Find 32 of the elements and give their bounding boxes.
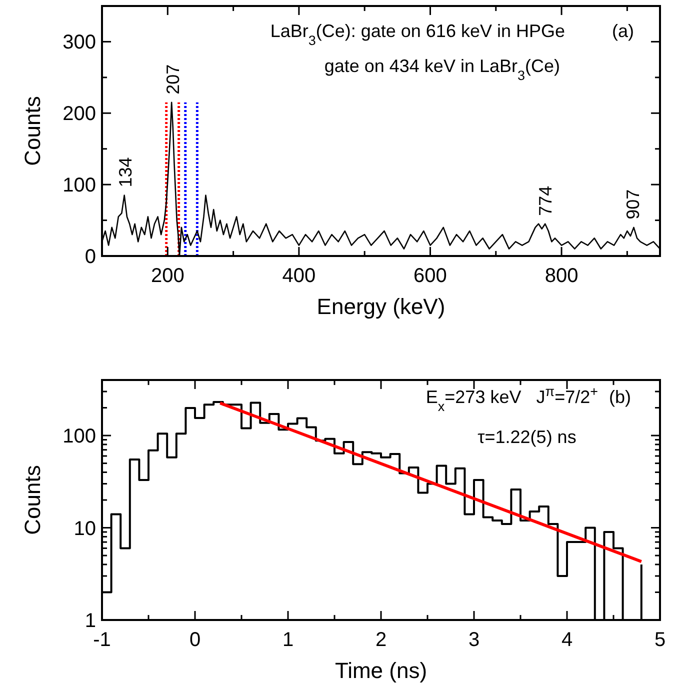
x-tick-label: 0	[189, 629, 201, 651]
y-tick-label: 10	[74, 518, 96, 540]
annotation: 207	[163, 64, 184, 94]
y-tick-label: 100	[62, 426, 96, 448]
y-tick-label: 200	[62, 103, 96, 126]
x-tick-label: 600	[414, 265, 447, 287]
x-tick-label: 3	[468, 629, 480, 651]
annotation: 134	[115, 157, 136, 188]
annotation: 774	[535, 186, 556, 216]
x-tick-label: 2	[375, 629, 387, 651]
y-axis-title: Counts	[20, 96, 45, 166]
x-axis-title: Energy (keV)	[316, 294, 446, 319]
annotation: τ=1.22(5) ns	[478, 427, 576, 447]
y-tick-label: 1	[84, 610, 96, 632]
annotation: (a)	[612, 21, 634, 41]
x-tick-label: 5	[654, 629, 666, 651]
annotation: LaBr$_{3}$(Ce): gate on 616 keV in HPGe	[270, 21, 565, 48]
x-tick-label: -1	[93, 629, 111, 651]
y-tick-label: 300	[62, 32, 96, 54]
x-tick-label: 200	[150, 265, 184, 287]
annotation: 907	[622, 189, 643, 220]
x-tick-label: 4	[561, 629, 573, 651]
y-axis-title: Counts	[20, 465, 45, 535]
y-tick-label: 0	[84, 246, 96, 268]
y-tick-label: 100	[62, 174, 96, 197]
x-tick-label: 400	[282, 265, 316, 287]
annotation: gate on 434 keV in LaBr$_{3}$(Ce)	[324, 56, 560, 82]
x-tick-label: 1	[282, 629, 294, 651]
annotation: (b)	[609, 387, 631, 407]
x-axis-title: Time (ns)	[334, 658, 428, 683]
x-tick-label: 800	[544, 265, 578, 287]
annotation: E$_{x}$=273 keV J$^{π}$=7/2$^{+}$	[426, 384, 598, 414]
